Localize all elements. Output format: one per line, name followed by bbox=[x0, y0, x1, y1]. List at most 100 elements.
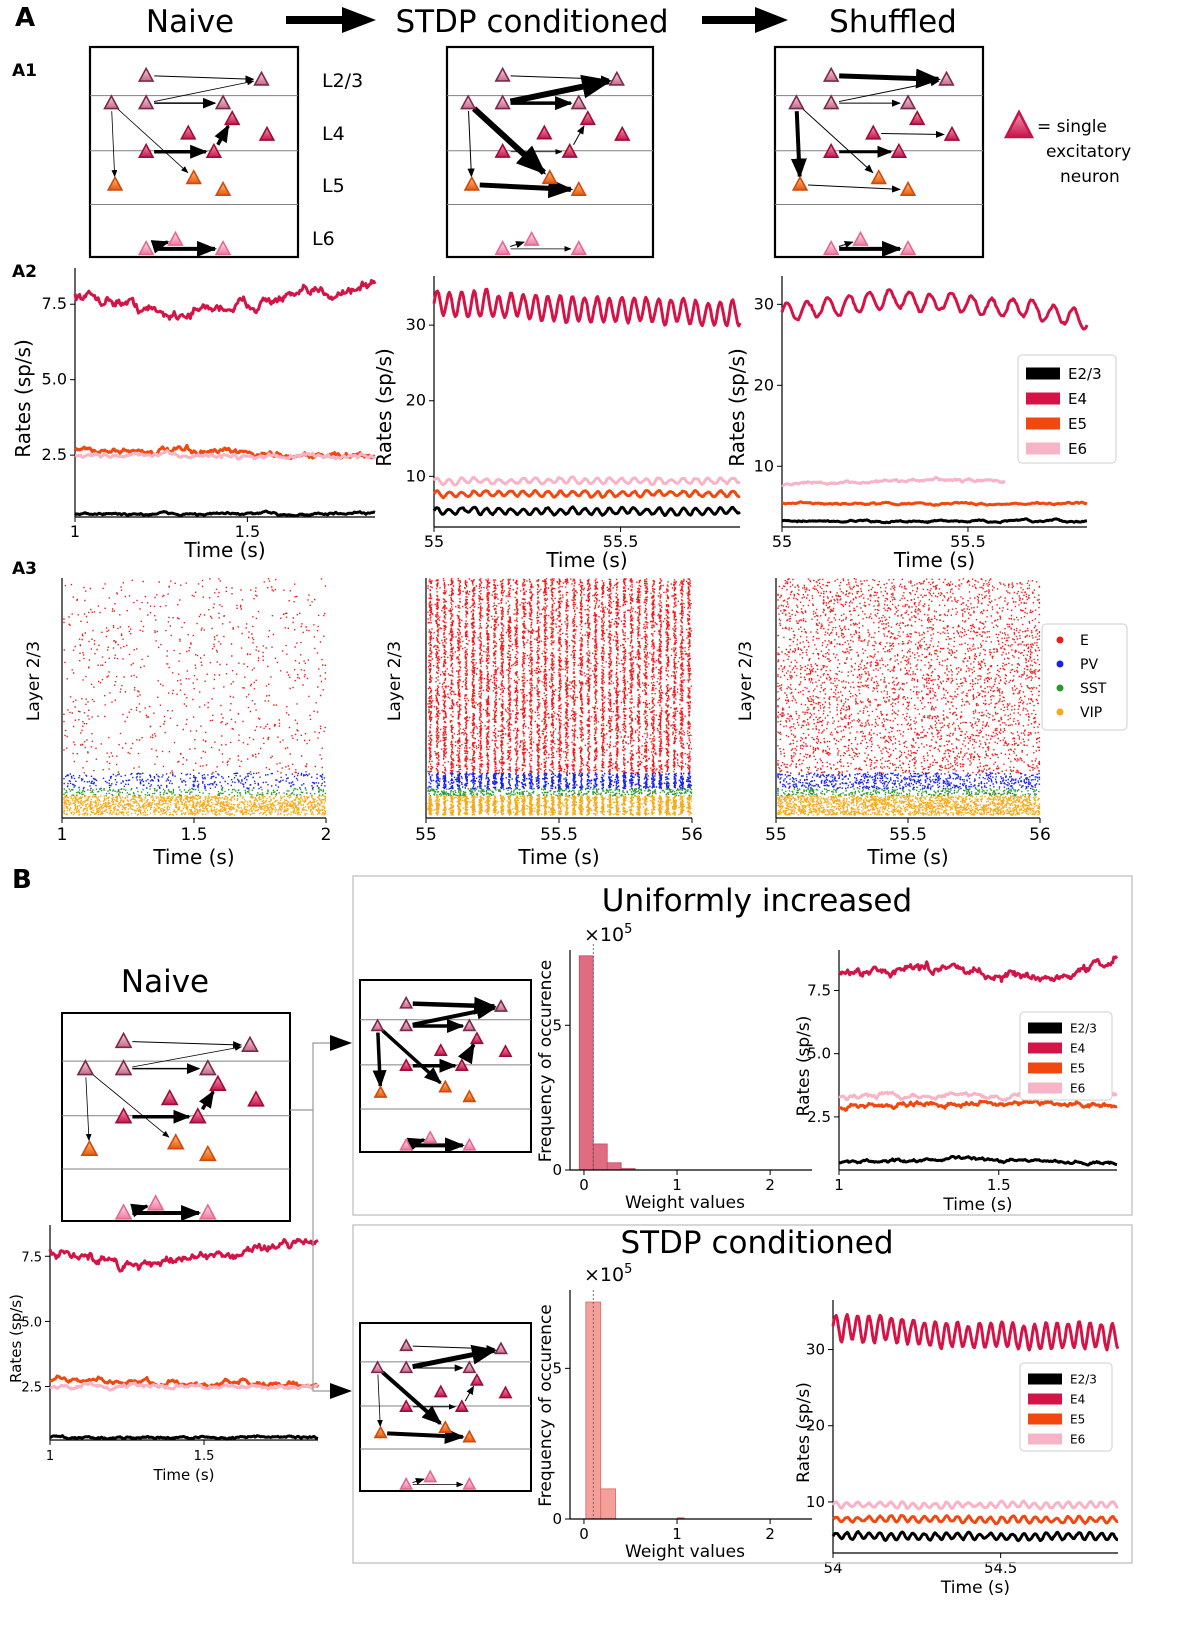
frame-stdp bbox=[352, 1224, 1133, 1564]
A2-naive-ytick-label: 7.5 bbox=[42, 294, 67, 313]
A2-shuffled-ylabel: Rates (sp/s) bbox=[725, 348, 749, 467]
legend-B-stdp-label-E4: E4 bbox=[1070, 1392, 1085, 1406]
net-A-shuffled-neuron-E23 bbox=[899, 94, 917, 110]
net-A-stdp-neuron-E23 bbox=[460, 94, 477, 110]
A3-naive-xtick-label: 1 bbox=[57, 825, 68, 845]
A3-stdp-xtick-label: 55.5 bbox=[540, 825, 578, 845]
B-uniform-hist-chart: 0 5 0 1 2 Weight values Frequency of occurence… bbox=[536, 922, 812, 1213]
A3-shuffled-spike-dots-VIP bbox=[777, 795, 1041, 816]
A3-stdp-xtick-label: 55 bbox=[415, 825, 437, 845]
A3-stdp-spikes-PV bbox=[427, 772, 693, 790]
net-A-shuffled-synapse bbox=[838, 241, 854, 248]
B-naive-rates-xtick-label: 1 bbox=[46, 1449, 54, 1464]
layer-label-l23: L2/3 bbox=[322, 70, 363, 92]
net-B-uniform-neuron-E4 bbox=[454, 1058, 469, 1072]
A3-naive-xtick-label: 2 bbox=[321, 825, 332, 845]
B-uniform-hist-ytick-label: 0 bbox=[552, 1161, 562, 1179]
A3-stdp-spike-dots-PV bbox=[427, 772, 693, 790]
B-naive-rates-ytick-label: 7.5 bbox=[21, 1250, 42, 1265]
net-B-naive-neuron-E23 bbox=[76, 1059, 95, 1076]
net-A-shuffled-synapse bbox=[801, 108, 874, 174]
net-B-uniform-synapse bbox=[457, 1042, 476, 1065]
B-uniform-hist-bar bbox=[578, 955, 594, 1171]
B-stdp-hist-bar bbox=[600, 1488, 617, 1520]
B-naive-rates-ylabel: Rates (sp/s) bbox=[7, 1294, 25, 1383]
net-B-stdp-synapse bbox=[381, 1370, 442, 1425]
legend-B-stdp-swatch-E6 bbox=[1028, 1433, 1062, 1445]
net-A-stdp-synapse bbox=[573, 125, 585, 146]
A2-naive-xtick-label: 1.5 bbox=[235, 522, 260, 541]
net-A-naive-diagram bbox=[88, 45, 300, 259]
A2-shuffled-series-E23 bbox=[781, 517, 1088, 525]
layer-label-l4: L4 bbox=[322, 123, 345, 145]
legend-A3-marker-SST bbox=[1056, 684, 1064, 692]
legend-B-stdp-swatch-E5 bbox=[1028, 1413, 1062, 1425]
title-naive: Naive bbox=[146, 4, 234, 40]
A3-shuffled-spike-dots-SST bbox=[777, 788, 1040, 797]
net-A-shuffled-synapse bbox=[838, 79, 940, 103]
net-A-naive-neuron-E5 bbox=[214, 180, 232, 197]
net-B-naive-neuron-E23 bbox=[241, 1035, 259, 1052]
A2-shuffled-xlabel: Time (s) bbox=[893, 548, 975, 572]
net-B-uniform-neuron-E6 bbox=[423, 1130, 438, 1144]
legend-A3-marker-VIP bbox=[1056, 708, 1064, 716]
net-B-stdp-synapse bbox=[464, 1385, 475, 1402]
net-B-naive-neuron-E6 bbox=[198, 1203, 217, 1220]
net-B-naive-synapse bbox=[132, 1041, 243, 1049]
A2-shuffled-series-E4 bbox=[780, 288, 1089, 331]
A3-stdp-spikes-VIP bbox=[427, 795, 693, 816]
A2-naive-ylabel: Rates (sp/s) bbox=[11, 339, 35, 458]
net-A-shuffled-neuron-E4 bbox=[822, 142, 840, 158]
B-naive-rates-ytick-label: 2.5 bbox=[21, 1381, 42, 1396]
A3-stdp-spike-dots-E bbox=[427, 578, 693, 774]
net-A-shuffled-neuron-E23 bbox=[822, 66, 840, 82]
net-B-stdp-synapse bbox=[377, 1374, 383, 1428]
B-uniform-rates-series-E4 bbox=[838, 955, 1119, 983]
net-B-naive-synapse bbox=[132, 1045, 243, 1068]
net-B-stdp-neuron-E6 bbox=[462, 1476, 477, 1490]
B-uniform-rates-ytick-label: 2.5 bbox=[807, 1108, 831, 1126]
A3-shuffled-spikes-PV bbox=[777, 772, 1041, 790]
B-uniform-hist-ytick-label: 5 bbox=[552, 1016, 562, 1034]
A3-naive-xlabel: Time (s) bbox=[152, 845, 234, 869]
net-B-uniform-neuron-E4 bbox=[469, 1031, 484, 1045]
net-B-stdp-diagram bbox=[359, 1322, 532, 1492]
net-B-uniform-neuron-E23 bbox=[399, 1018, 414, 1032]
net-A-naive-neuron-E4 bbox=[180, 124, 197, 140]
legend-A3-label-VIP: VIP bbox=[1080, 705, 1102, 721]
legend-A3-marker-E bbox=[1056, 636, 1064, 644]
net-B-naive-neuron-E6 bbox=[114, 1203, 133, 1220]
legend-B-uniform-swatch-E5 bbox=[1028, 1062, 1062, 1074]
net-B-uniform-synapse bbox=[372, 1032, 387, 1088]
net-A-stdp-neuron-E4 bbox=[579, 110, 596, 126]
A2-stdp-xtick-label: 55 bbox=[424, 532, 444, 551]
B-stdp-rates-series-E5 bbox=[832, 1514, 1119, 1526]
net-A-naive-synapse bbox=[214, 124, 230, 146]
net-B-naive-neuron-E4 bbox=[160, 1088, 179, 1106]
net-A-stdp-neuron-E5 bbox=[463, 175, 480, 191]
B-uniform-hist-xtick-label: 2 bbox=[765, 1176, 775, 1194]
B-stdp-hist-ytick-label: 0 bbox=[552, 1510, 562, 1528]
legend-B-stdp-swatch-E23 bbox=[1028, 1373, 1062, 1385]
B-uniform-rates-series-E5 bbox=[838, 1099, 1118, 1112]
net-B-stdp-neuron-E23 bbox=[462, 1360, 477, 1374]
net-A-shuffled-neuron-E23 bbox=[938, 70, 955, 86]
arrow-naive-to-stdp bbox=[286, 7, 376, 33]
A2-naive-series-E4 bbox=[73, 278, 377, 321]
net-B-naive-neuron-E23 bbox=[198, 1059, 217, 1076]
neuron-legend: = single excitatory neuron bbox=[1003, 109, 1131, 187]
net-A-stdp-neuron-E23 bbox=[494, 94, 511, 110]
legend-B-stdp-label-E6: E6 bbox=[1070, 1432, 1085, 1446]
legend-B-uniform-swatch-E23 bbox=[1028, 1022, 1062, 1034]
legend-B-stdp-box bbox=[1019, 1362, 1113, 1452]
net-B-uniform-neuron-E4 bbox=[498, 1044, 513, 1058]
B-naive-rates-chart: 2.5 5.0 7.5 1 1.5 Time (s) Rates (sp/s) bbox=[7, 1225, 320, 1484]
B-stdp-rates-xtick-label: 54.5 bbox=[984, 1559, 1017, 1577]
B-stdp-rates-series-E4 bbox=[831, 1313, 1120, 1352]
net-B-uniform-diagram bbox=[359, 979, 532, 1154]
net-A-naive-neuron-E4 bbox=[205, 142, 223, 158]
net-A-naive-neuron-E4 bbox=[137, 142, 155, 158]
net-A-shuffled-synapse bbox=[808, 184, 901, 193]
net-B-uniform-neuron-E23 bbox=[493, 999, 508, 1012]
